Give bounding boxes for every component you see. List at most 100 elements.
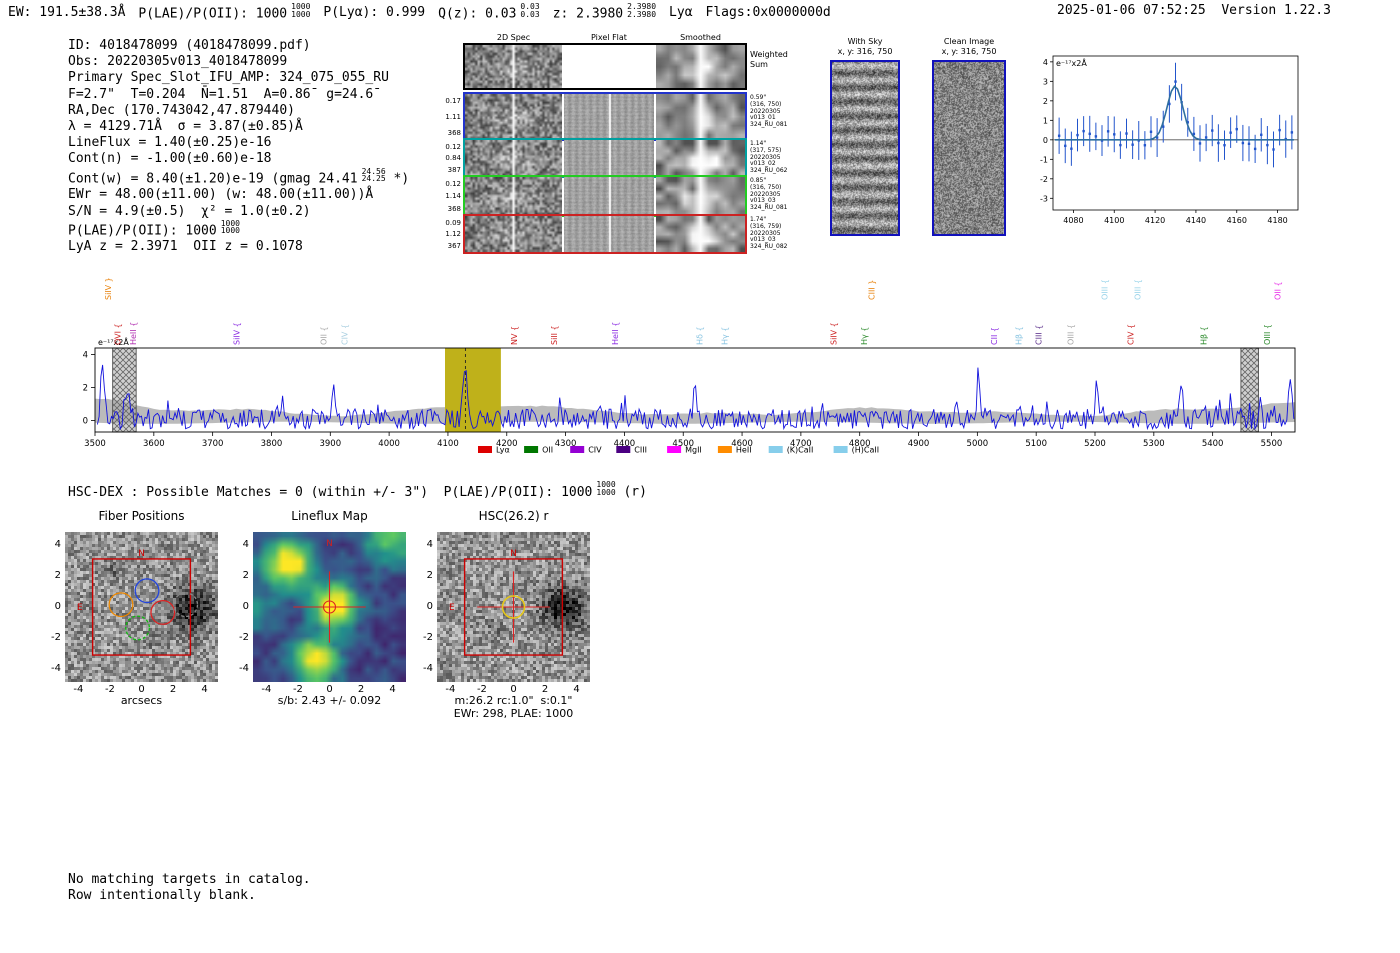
fit-point bbox=[1290, 131, 1294, 134]
spec2d-fiber-label: 324_RU_082 bbox=[750, 243, 788, 251]
fiber-circle bbox=[125, 615, 151, 641]
smoothed-image-row4 bbox=[656, 216, 745, 252]
legend-swatch bbox=[833, 446, 848, 453]
cutout-ytick-label: 4 bbox=[426, 539, 433, 550]
stacked-value: 1000 1000 bbox=[291, 2, 311, 19]
fit-point bbox=[1186, 121, 1189, 124]
line-marker-oiii: OIII { bbox=[1134, 279, 1143, 300]
fit-point bbox=[1125, 132, 1128, 135]
cutout-ytick-label: -4 bbox=[239, 663, 249, 674]
fit-point bbox=[1131, 143, 1134, 146]
withsky-title: With Sky bbox=[847, 37, 883, 46]
legend-swatch bbox=[717, 446, 732, 453]
fiber-positions-title: Fiber Positions bbox=[98, 509, 185, 523]
fit-point bbox=[1057, 134, 1061, 137]
spec2d-fiber-label: 324_RU_081 bbox=[750, 204, 788, 212]
legend-swatch bbox=[616, 446, 631, 453]
line-marker-heii: HeII { bbox=[611, 322, 620, 345]
spec2d-fiber-label: v013_03 bbox=[750, 236, 776, 244]
legend-label: Lyα bbox=[496, 446, 510, 455]
spectrum-units-label: e⁻¹⁷x2Å bbox=[98, 336, 129, 347]
fit-point bbox=[1106, 130, 1110, 133]
center-circle bbox=[322, 600, 337, 614]
spec2d-fiber-label: (316, 759) bbox=[750, 222, 782, 230]
hsc-cutout-title: HSC(26.2) r bbox=[478, 509, 549, 523]
compass-north-label: N bbox=[510, 549, 517, 559]
cutout-ytick-label: 0 bbox=[242, 601, 249, 612]
info-line: Obs: 20220305v013_4018478099 bbox=[68, 54, 288, 70]
spectrum-xtick-label: 3800 bbox=[261, 439, 283, 449]
spectrum-xtick-label: 4100 bbox=[437, 439, 459, 449]
full-spectrum-plot: 0 2 4 3500 3600 3700 3800 3900 4000 4100 4200 4300 4… bbox=[83, 277, 1296, 455]
cutout-ytick-label: 2 bbox=[54, 570, 61, 581]
cutout-xtick-label: -4 bbox=[445, 684, 456, 695]
cutout-ytick-label: 0 bbox=[426, 601, 433, 612]
fiber-xlabel: arcsecs bbox=[120, 694, 163, 707]
legend-label: MgII bbox=[685, 446, 702, 455]
stacked-value: 1000 1000 bbox=[596, 480, 616, 497]
fit-point bbox=[1119, 143, 1122, 147]
fit-point bbox=[1192, 132, 1196, 136]
legend-label: OII bbox=[542, 446, 553, 455]
masked-region-hatch bbox=[112, 347, 137, 433]
cutout-ytick-label: -4 bbox=[51, 663, 61, 674]
legend-swatch bbox=[667, 446, 682, 453]
spectrum-xtick-label: 5300 bbox=[1143, 439, 1165, 449]
fit-point bbox=[1204, 136, 1208, 139]
info-line: Primary Spec_Slot_IFU_AMP: 324_075_055_R… bbox=[68, 70, 389, 86]
spec2d-fiber-label: 20220305 bbox=[750, 107, 781, 115]
cutout-xtick-label: -2 bbox=[104, 684, 115, 695]
spec2d-fiber-label: v013_03 bbox=[750, 197, 776, 205]
line-marker-oii: OII { bbox=[319, 326, 328, 345]
info-line: ID: 4018478099 (4018478099.pdf) bbox=[68, 38, 311, 53]
line-marker-oiii: OIII { bbox=[1066, 324, 1075, 345]
fit-ytick-label: 2 bbox=[1043, 97, 1048, 106]
lineflux-caption: s/b: 2.43 +/- 0.092 bbox=[277, 694, 382, 707]
header-stat: z: 2.3980 2.3980 2.3980 bbox=[552, 2, 657, 22]
spec2d-fiber-label: 0.59" bbox=[750, 94, 767, 101]
withsky-coords: x, y: 316, 750 bbox=[837, 47, 893, 56]
fit-point bbox=[1168, 102, 1171, 106]
fit-xtick-label: 4100 bbox=[1104, 216, 1124, 225]
hsc-overlay: NE bbox=[449, 549, 564, 656]
spectrum-xtick-label: 3700 bbox=[202, 439, 224, 449]
footer-note-1: No matching targets in catalog. bbox=[68, 872, 311, 887]
lineflux-map-overlay: N bbox=[293, 539, 366, 643]
fit-point bbox=[1247, 142, 1251, 146]
cutout-xtick-label: -4 bbox=[261, 684, 272, 695]
fit-point bbox=[1149, 130, 1153, 133]
fit-ytick-label: 0 bbox=[1043, 136, 1048, 145]
stacked-value: 1000 1000 bbox=[220, 218, 240, 236]
spec2d-left-label: 0.84 bbox=[445, 154, 461, 162]
cutout-xtick-label: 2 bbox=[357, 684, 365, 695]
legend-swatch bbox=[768, 446, 783, 453]
compass-east-label: E bbox=[77, 603, 83, 613]
info-line: LyA z = 2.3971 OII z = 0.1078 bbox=[68, 239, 303, 255]
header-stat: EW: 191.5±38.3Å bbox=[8, 4, 126, 20]
fit-xtick-label: 4120 bbox=[1145, 216, 1165, 225]
spectrum-xtick-label: 3900 bbox=[319, 439, 341, 449]
cutout-xtick-label: 2 bbox=[169, 684, 177, 695]
noise-envelope bbox=[95, 398, 1295, 424]
spec2d-fiber-label: 1.14" bbox=[750, 140, 767, 147]
line-marker-siiv: SiIV { bbox=[232, 322, 241, 345]
spectrum-xtick-label: 4300 bbox=[555, 439, 577, 449]
masked-region-hatch bbox=[1240, 347, 1259, 433]
cutout-ytick-label: 4 bbox=[242, 539, 249, 550]
aperture-circle bbox=[501, 595, 526, 619]
hscdex-match-line: HSC-DEX : Possible Matches = 0 (within +… bbox=[68, 481, 647, 500]
clean-title: Clean Image bbox=[943, 37, 995, 46]
header-timestamp-version: 2025-01-06 07:52:25 Version 1.22.3 bbox=[1057, 3, 1331, 18]
fit-ytick-label: -1 bbox=[1040, 155, 1048, 164]
spec2d-image-row1 bbox=[465, 94, 562, 139]
line-marker-h: Hβ { bbox=[1015, 326, 1024, 345]
fit-point bbox=[1272, 148, 1275, 151]
legend-label: CIV bbox=[588, 446, 602, 455]
spectrum-xtick-label: 4000 bbox=[378, 439, 400, 449]
fit-ytick-label: 4 bbox=[1043, 58, 1048, 67]
fit-point bbox=[1113, 133, 1116, 136]
spec2d-fiber-label: 1.74" bbox=[750, 216, 767, 223]
info-line: P(LAE)/P(OII): 1000 1000 1000 bbox=[68, 218, 240, 239]
spectrum-xtick-label: 3600 bbox=[143, 439, 165, 449]
fit-xtick-label: 4180 bbox=[1267, 216, 1287, 225]
